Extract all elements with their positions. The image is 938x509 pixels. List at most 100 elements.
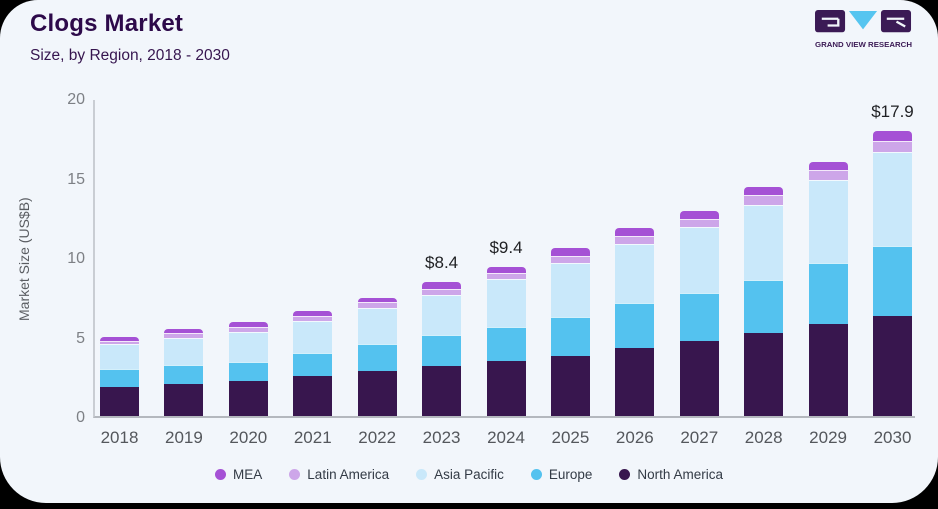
bar-2024 bbox=[486, 266, 526, 416]
segment-north-america-2021 bbox=[293, 376, 333, 416]
logo-r-glyph bbox=[886, 17, 906, 28]
legend-label-europe: Europe bbox=[548, 467, 593, 482]
legend-label-asia-pacific: Asia Pacific bbox=[434, 467, 504, 482]
bar-2021 bbox=[293, 311, 333, 416]
x-tick-2028: 2028 bbox=[744, 428, 783, 447]
plot-area: 0 5 10 15 20 2018 2019 2020 2021 2022 2023 $8.4 2024… bbox=[67, 91, 915, 447]
legend-dot-europe bbox=[530, 469, 542, 480]
segment-asia-pacific-2023 bbox=[422, 295, 462, 335]
segment-asia-pacific-2022 bbox=[357, 307, 397, 345]
bar-2023 bbox=[422, 282, 462, 416]
segment-mea-2024 bbox=[486, 266, 526, 273]
legend-item-north-america: North America bbox=[619, 467, 723, 482]
segment-asia-pacific-2018 bbox=[100, 344, 139, 370]
grand-view-research-logo: GRAND VIEW RESEARCH bbox=[815, 10, 912, 49]
segment-latin-america-2029 bbox=[808, 170, 848, 180]
segment-mea-2018 bbox=[100, 336, 139, 341]
segment-asia-pacific-2029 bbox=[808, 179, 848, 264]
segment-asia-pacific-2026 bbox=[615, 243, 655, 304]
segment-europe-2025 bbox=[550, 317, 590, 356]
bar-2019 bbox=[164, 328, 204, 416]
legend-item-mea: MEA bbox=[215, 467, 262, 482]
bar-2018 bbox=[100, 336, 139, 416]
legend-item-europe: Europe bbox=[530, 467, 593, 482]
value-label-2024: $9.4 bbox=[489, 237, 523, 257]
segment-north-america-2018 bbox=[100, 386, 139, 416]
legend: MEA Latin America Asia Pacific Europe North … bbox=[0, 467, 938, 482]
segment-latin-america-2021 bbox=[293, 315, 333, 321]
logo-g-glyph bbox=[821, 17, 840, 27]
y-tick-0: 0 bbox=[76, 409, 85, 426]
segment-europe-2021 bbox=[293, 353, 333, 377]
segment-europe-2030 bbox=[873, 245, 912, 316]
segment-asia-pacific-2019 bbox=[164, 338, 204, 366]
bar-2026 bbox=[615, 228, 655, 416]
segment-latin-america-2030 bbox=[873, 140, 912, 153]
segment-mea-2019 bbox=[164, 328, 204, 334]
bar-2029 bbox=[808, 161, 848, 416]
x-tick-2026: 2026 bbox=[615, 428, 654, 447]
legend-label-mea: MEA bbox=[233, 467, 263, 482]
y-tick-20: 20 bbox=[67, 91, 85, 108]
segment-latin-america-2019 bbox=[164, 333, 204, 339]
segment-asia-pacific-2020 bbox=[228, 331, 268, 362]
segment-latin-america-2023 bbox=[422, 288, 462, 296]
bar-2027 bbox=[679, 210, 719, 416]
segment-north-america-2023 bbox=[422, 365, 462, 416]
bar-2028 bbox=[744, 187, 784, 416]
segment-latin-america-2024 bbox=[486, 272, 526, 280]
segment-mea-2023 bbox=[422, 282, 462, 289]
segment-latin-america-2022 bbox=[357, 302, 397, 308]
x-tick-2030: 2030 bbox=[873, 428, 912, 447]
segment-mea-2025 bbox=[550, 248, 590, 257]
segment-mea-2027 bbox=[679, 210, 719, 219]
segment-mea-2026 bbox=[615, 228, 655, 237]
legend-dot-north-america bbox=[619, 469, 631, 480]
segment-north-america-2022 bbox=[357, 371, 397, 416]
segment-mea-2028 bbox=[744, 187, 784, 196]
segment-asia-pacific-2025 bbox=[550, 263, 590, 318]
x-tick-2020: 2020 bbox=[229, 428, 268, 447]
segment-mea-2022 bbox=[357, 297, 397, 303]
segment-north-america-2027 bbox=[679, 341, 719, 416]
legend-label-north-america: North America bbox=[637, 467, 723, 482]
segment-asia-pacific-2024 bbox=[486, 279, 526, 327]
x-tick-2024: 2024 bbox=[487, 428, 525, 447]
segment-north-america-2025 bbox=[550, 355, 590, 416]
segment-north-america-2026 bbox=[615, 348, 655, 416]
bar-2020 bbox=[228, 322, 268, 416]
segment-europe-2028 bbox=[744, 280, 784, 334]
segment-north-america-2028 bbox=[744, 333, 784, 416]
legend-label-latin-america: Latin America bbox=[307, 467, 390, 482]
value-label-2030: $17.9 bbox=[871, 102, 914, 122]
x-tick-2019: 2019 bbox=[164, 428, 203, 447]
segment-europe-2024 bbox=[486, 326, 526, 362]
segment-latin-america-2028 bbox=[744, 195, 784, 205]
segment-mea-2021 bbox=[293, 311, 333, 316]
logo-wordmark: GRAND VIEW RESEARCH bbox=[815, 40, 912, 49]
y-tick-10: 10 bbox=[67, 250, 85, 267]
y-tick-5: 5 bbox=[76, 329, 85, 347]
segment-europe-2029 bbox=[808, 263, 848, 324]
legend-dot-mea bbox=[215, 469, 227, 480]
x-tick-2023: 2023 bbox=[422, 428, 461, 447]
bar-2030 bbox=[873, 131, 912, 416]
segment-europe-2020 bbox=[228, 361, 268, 382]
legend-item-asia-pacific: Asia Pacific bbox=[416, 467, 504, 482]
bar-2025 bbox=[550, 248, 590, 416]
segment-europe-2022 bbox=[357, 344, 397, 372]
segment-asia-pacific-2030 bbox=[873, 152, 912, 246]
segment-north-america-2020 bbox=[228, 381, 268, 416]
y-axis-label: Market Size (US$B) bbox=[16, 197, 32, 321]
x-tick-2018: 2018 bbox=[100, 428, 139, 447]
segment-north-america-2024 bbox=[486, 361, 526, 416]
segment-asia-pacific-2021 bbox=[293, 320, 333, 354]
segment-europe-2018 bbox=[100, 369, 139, 387]
segment-mea-2029 bbox=[808, 161, 848, 171]
x-tick-2021: 2021 bbox=[293, 428, 332, 447]
x-tick-2027: 2027 bbox=[680, 428, 719, 447]
segment-asia-pacific-2027 bbox=[679, 226, 719, 293]
segment-latin-america-2020 bbox=[228, 326, 268, 332]
logo-g-block bbox=[815, 10, 846, 33]
